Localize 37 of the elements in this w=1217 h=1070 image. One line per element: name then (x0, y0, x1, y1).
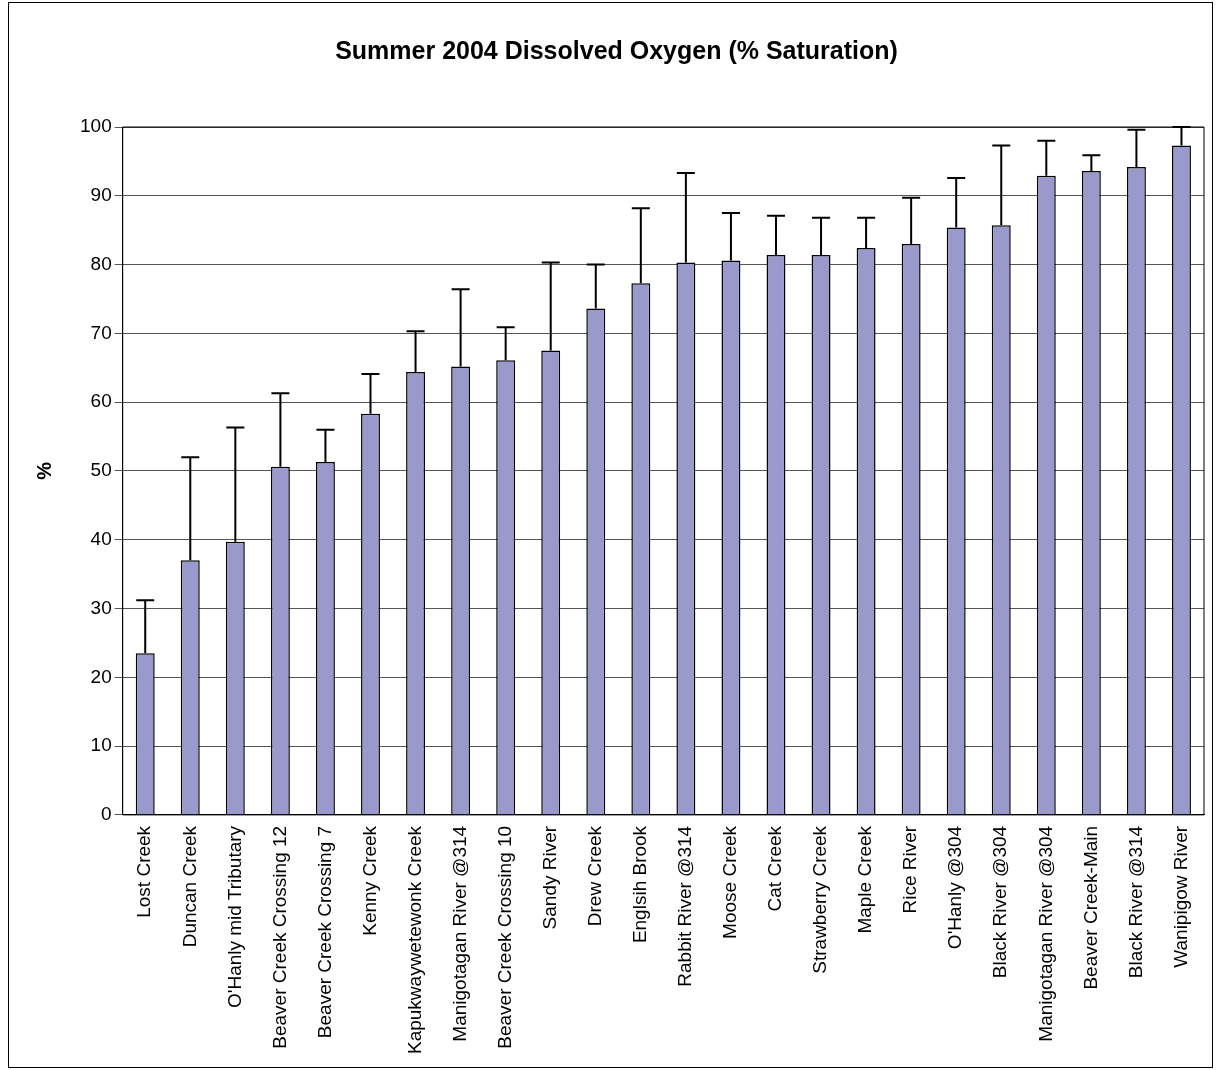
y-tick-label: 30 (90, 596, 112, 618)
x-tick-label: Duncan Creek (178, 825, 200, 948)
y-tick-label: 100 (80, 115, 112, 137)
x-tick-label: O'Hanly @304 (944, 825, 966, 950)
x-tick-label: Beaver Creek Crossing 7 (313, 825, 335, 1039)
x-tick-label: Rabbit River @314 (674, 825, 696, 987)
x-tick-label: Wanipigow River (1169, 825, 1191, 968)
y-axis-title: % (32, 461, 55, 480)
x-tick-label: Beaver Creek Crossing 10 (493, 825, 515, 1049)
y-tick-label: 50 (90, 459, 112, 481)
y-tick-label: 20 (90, 665, 112, 687)
x-tick-label: Lost Creek (133, 825, 155, 918)
y-tick-label: 0 (101, 803, 112, 825)
x-tick-label: Manigotagan River @314 (448, 825, 470, 1042)
x-tick-label: Beaver Creek-Main (1079, 825, 1101, 990)
x-tick-label: Beaver Creek Crossing 12 (268, 825, 290, 1049)
chart-title: Summer 2004 Dissolved Oxygen (% Saturation) (335, 35, 898, 64)
x-tick-label: Moose Creek (719, 825, 741, 939)
x-tick-label: Black River @314 (1124, 825, 1146, 979)
x-tick-label: Cat Creek (764, 825, 786, 912)
y-tick-label: 10 (90, 734, 112, 756)
x-tick-label: Black River @304 (989, 825, 1011, 979)
x-tick-label: Kapukwaywetewonk Creek (403, 825, 425, 1055)
x-tick-label: Drew Creek (584, 825, 605, 927)
y-tick-label: 90 (90, 184, 112, 206)
y-tick-label: 40 (90, 527, 112, 549)
x-tick-label: Maple Creek (854, 825, 876, 934)
y-tick-label: 60 (90, 390, 112, 412)
x-tick-label: O'Hanly mid Tributary (223, 825, 245, 1008)
x-tick-label: Rice River (899, 825, 921, 914)
x-tick-label: Kenny Creek (358, 825, 380, 936)
y-tick-label: 70 (90, 321, 112, 343)
x-tick-label: Englsih Brook (629, 825, 651, 944)
x-tick-label: Sandy River (538, 825, 560, 930)
y-tick-label: 80 (90, 252, 112, 274)
x-tick-label: Strawberry Creek (809, 825, 831, 974)
x-tick-label: Manigotagan River @304 (1034, 825, 1056, 1042)
